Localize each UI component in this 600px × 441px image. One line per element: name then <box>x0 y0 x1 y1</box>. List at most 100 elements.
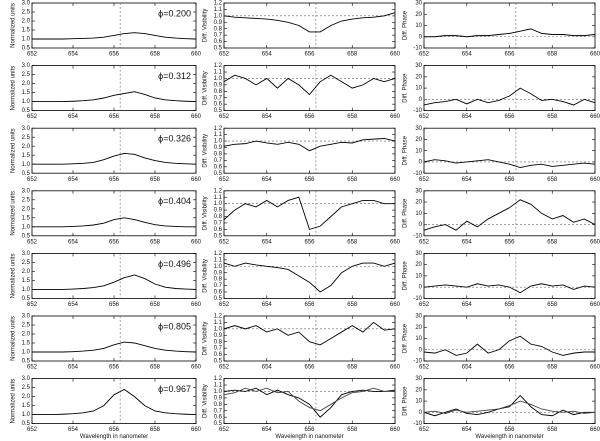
data-line <box>223 387 396 418</box>
y-tick-label: 1.0 <box>214 264 223 270</box>
y-tick-label: 30 <box>415 376 422 382</box>
y-axis-label: Diff. Phase <box>403 10 409 40</box>
x-tick-label: 656 <box>304 177 315 183</box>
x-tick-label: 652 <box>419 427 430 433</box>
x-tick-label: 656 <box>504 114 515 120</box>
y-axis-label: Diff. Visibility <box>203 134 209 168</box>
y-tick-label: 0 <box>419 410 423 416</box>
y-tick-label: 1.2 <box>214 314 223 320</box>
x-tick-label: 658 <box>547 52 558 58</box>
y-tick-label: 2.5 <box>22 10 31 16</box>
data-line <box>223 12 396 33</box>
y-tick-label: 1.2 <box>214 63 223 69</box>
plot-frame <box>423 127 596 174</box>
x-tick-label: 660 <box>590 239 600 245</box>
x-tick-label: 660 <box>191 177 202 183</box>
y-tick-label: 0.6 <box>214 227 223 233</box>
y-tick-label: 30 <box>415 63 422 69</box>
x-tick-label: 652 <box>219 365 230 371</box>
y-tick-label: 1.0 <box>22 99 31 105</box>
x-tick-label: 654 <box>262 365 273 371</box>
x-tick-label: 656 <box>504 239 515 245</box>
x-tick-label: 660 <box>390 427 401 433</box>
y-axis-label: Normalized units <box>11 3 17 48</box>
x-tick-label: 658 <box>150 114 161 120</box>
x-tick-label: 658 <box>347 177 358 183</box>
x-tick-label: 656 <box>304 427 315 433</box>
x-tick-label: 660 <box>590 302 600 308</box>
x-tick-label: 654 <box>68 365 79 371</box>
y-tick-label: 1.5 <box>22 215 31 221</box>
y-tick-label: 0.8 <box>214 151 223 157</box>
plot-frame <box>223 65 396 111</box>
y-axis-label: Normalized units <box>11 316 17 361</box>
x-tick-label: 656 <box>504 427 515 433</box>
y-tick-label: 0.9 <box>214 270 223 276</box>
phase-annotation: ϕ=0.404 <box>158 196 191 206</box>
y-axis-label: Diff. Visibility <box>203 384 209 418</box>
x-tick-label: 652 <box>27 114 38 120</box>
x-tick-label: 656 <box>109 239 120 245</box>
y-tick-label: 0.7 <box>214 158 223 164</box>
phase-annotation: ϕ=0.805 <box>158 321 191 331</box>
y-tick-label: 3.0 <box>22 251 31 257</box>
y-tick-label: 3.0 <box>22 1 31 7</box>
y-tick-label: 0.5 <box>214 108 223 114</box>
y-tick-label: 2.0 <box>22 332 31 338</box>
y-tick-label: 0.5 <box>22 233 31 239</box>
y-tick-label: 0.8 <box>214 214 223 220</box>
y-tick-label: 1.2 <box>214 376 223 382</box>
data-line <box>423 199 596 231</box>
x-tick-label: 652 <box>27 365 38 371</box>
y-tick-label: 1.5 <box>22 28 31 34</box>
y-tick-label: 1.5 <box>22 341 31 347</box>
x-tick-label: 656 <box>109 52 120 58</box>
data-line <box>423 335 595 356</box>
x-tick-label: 654 <box>262 52 273 58</box>
plot-frame <box>223 2 396 49</box>
x-tick-label: 652 <box>419 177 430 183</box>
y-tick-label: 30 <box>415 1 422 7</box>
y-tick-label: 1.0 <box>214 201 223 207</box>
y-tick-label: 1.5 <box>22 90 31 96</box>
y-tick-label: 20 <box>415 74 422 80</box>
x-axis-label: Wavelength in nanometer <box>475 434 543 440</box>
plot-frame <box>423 252 596 299</box>
data-line <box>32 91 197 103</box>
x-tick-label: 660 <box>191 427 202 433</box>
y-tick-label: 0.8 <box>214 339 223 345</box>
x-tick-label: 654 <box>68 177 79 183</box>
x-tick-label: 660 <box>191 302 202 308</box>
y-tick-label: 20 <box>415 262 422 268</box>
y-tick-label: 0.9 <box>214 395 223 401</box>
x-tick-label: 660 <box>590 427 600 433</box>
y-tick-label: 1.1 <box>214 132 223 138</box>
data-line <box>32 274 197 290</box>
y-tick-label: 0.5 <box>22 421 31 427</box>
y-tick-label: 30 <box>415 188 422 194</box>
y-axis-label: Normalized units <box>11 379 17 424</box>
y-tick-label: 30 <box>415 314 422 320</box>
y-tick-label: 1.1 <box>214 383 223 389</box>
x-tick-label: 660 <box>191 52 202 58</box>
x-tick-label: 652 <box>27 427 38 433</box>
x-tick-label: 660 <box>191 239 202 245</box>
y-tick-label: 0 <box>419 160 423 166</box>
y-axis-label: Diff. Visibility <box>203 9 209 43</box>
x-tick-label: 658 <box>150 52 161 58</box>
y-tick-label: 2.0 <box>22 269 31 275</box>
y-tick-label: 0.9 <box>214 82 223 88</box>
x-tick-label: 658 <box>347 365 358 371</box>
y-tick-label: 0.5 <box>214 359 223 365</box>
x-tick-label: 658 <box>547 114 558 120</box>
y-tick-label: 0.8 <box>214 89 223 95</box>
y-tick-label: 1.1 <box>214 195 223 201</box>
y-tick-label: 1.0 <box>22 287 31 293</box>
y-tick-label: 20 <box>415 137 422 143</box>
y-axis-label: Diff. Phase <box>403 261 409 291</box>
y-tick-label: -10 <box>413 359 422 365</box>
y-tick-label: 0.7 <box>214 33 223 39</box>
y-tick-label: 1.0 <box>214 76 223 82</box>
y-tick-label: 1.0 <box>22 224 31 230</box>
